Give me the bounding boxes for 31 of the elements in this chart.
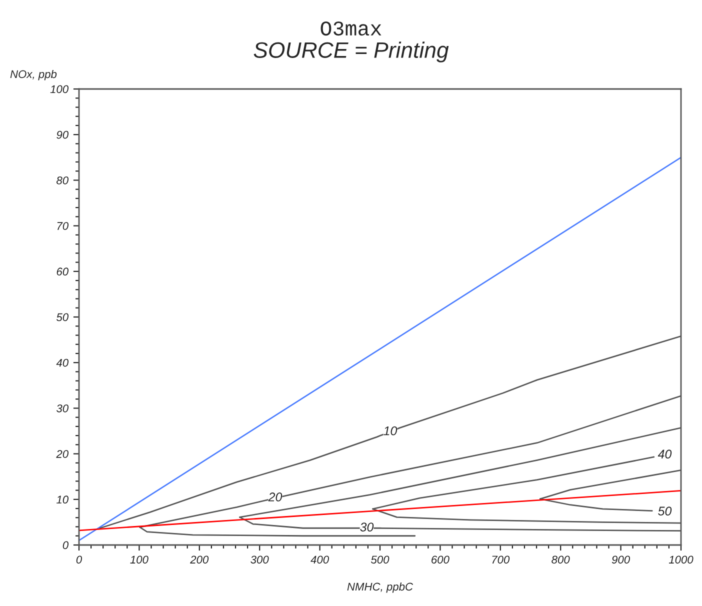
y-tick-label: 10 (56, 496, 68, 504)
y-tick-label: 80 (56, 176, 68, 184)
x-tick-label: 700 (492, 556, 510, 564)
x-tick-label: 200 (190, 556, 209, 564)
y-tick-label: 20 (56, 450, 68, 458)
annotation: 40 (658, 450, 672, 459)
x-tick-label: 800 (552, 556, 570, 564)
x-tick-label: 400 (310, 556, 329, 564)
y-tick-label: 40 (56, 358, 68, 367)
y-tick-label: 70 (57, 222, 68, 230)
y-tick-label: 90 (56, 130, 68, 139)
annotation: 50 (658, 506, 672, 516)
x-tick-label: 600 (432, 556, 450, 564)
y-tick-label: 30 (56, 404, 68, 412)
x-tick-label: 900 (612, 556, 630, 564)
y-tick-label: 100 (50, 85, 68, 94)
x-tick-label: 100 (130, 556, 148, 564)
x-tick-label: 0 (76, 556, 82, 564)
chart-subtitle: SOURCE = Printing (254, 42, 449, 62)
y-tick-label: 0 (62, 541, 68, 550)
y-axis-title: NOx, ppb (10, 70, 57, 80)
x-tick-label: 1000 (668, 556, 694, 564)
annotation: 20 (268, 492, 282, 502)
annotation: 10 (384, 426, 398, 436)
chart-title: O3max (320, 21, 382, 36)
annotation: 30 (360, 522, 374, 532)
y-tick-label: 60 (56, 268, 68, 276)
x-tick-label: 500 (370, 556, 390, 564)
y-tick-label: 50 (56, 313, 68, 322)
x-axis-title: NMHC, ppbC (347, 582, 414, 593)
x-tick-label: 300 (250, 556, 269, 564)
